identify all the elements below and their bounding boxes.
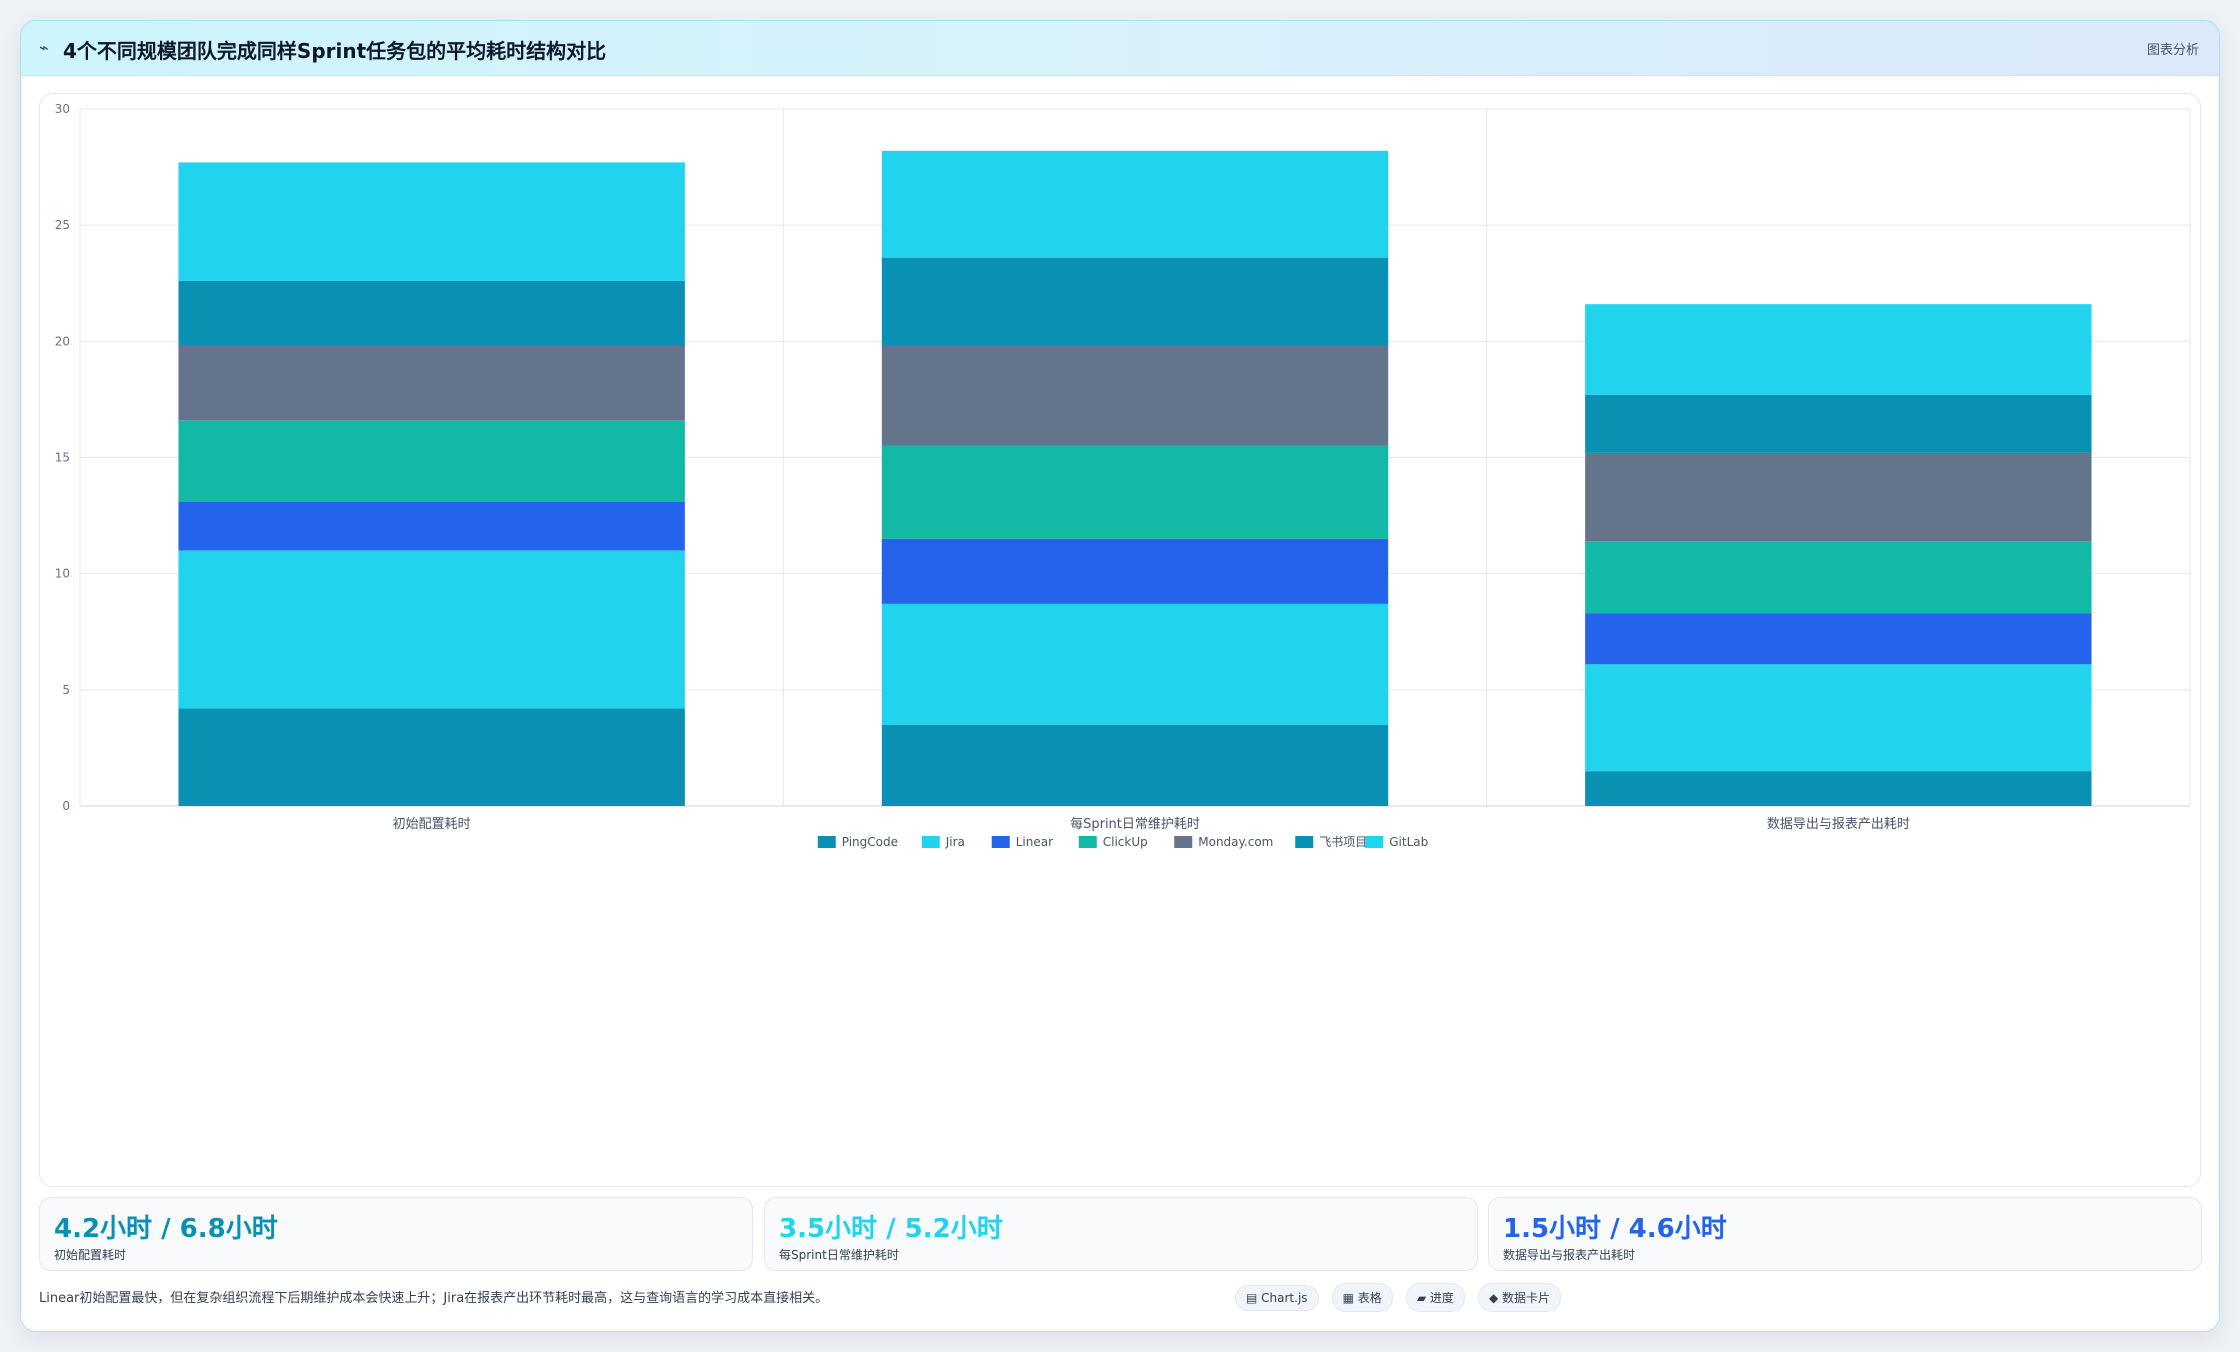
stat-value: 1.5小时 / 4.6小时	[1503, 1214, 1727, 1244]
stat-value: 3.5小时 / 5.2小时	[779, 1214, 1003, 1244]
bar-segment	[178, 420, 685, 502]
legend-swatch	[817, 836, 836, 848]
legend-label: Linear	[1016, 835, 1053, 849]
legend-label: 飞书项目	[1319, 835, 1367, 849]
chart-line-icon: ⌁	[39, 38, 49, 57]
bar-segment	[178, 550, 685, 709]
chip-chartjs[interactable]: ▤ Chart.js	[1235, 1285, 1319, 1311]
bar-segment	[178, 345, 685, 421]
y-tick-label: 0	[62, 799, 70, 813]
y-tick-label: 15	[55, 451, 70, 465]
stat-cards: 4.2小时 / 6.8小时 初始配置耗时 3.5小时 / 5.2小时 每Spri…	[39, 1197, 2202, 1271]
chart-area: 0 5 10 15 20 25 30 初始配置耗时 每Sprint日常维护耗时 数据导出与报表产出…	[39, 93, 2201, 1187]
stat-card-initial: 4.2小时 / 6.8小时 初始配置耗时	[39, 1197, 753, 1271]
bar-segment	[881, 257, 1389, 346]
legend-swatch	[1295, 836, 1314, 848]
card-header: ⌁ 4个不同规模团队完成同样Sprint任务包的平均耗时结构对比 图表分析	[21, 21, 2219, 76]
y-tick-label: 30	[55, 102, 70, 116]
stat-card-report: 1.5小时 / 4.6小时 数据导出与报表产出耗时	[1488, 1197, 2202, 1271]
chart-title: 4个不同规模团队完成同样Sprint任务包的平均耗时结构对比	[63, 39, 607, 63]
stat-value: 4.2小时 / 6.8小时	[54, 1214, 278, 1244]
legend-label: GitLab	[1389, 835, 1428, 849]
y-tick-label: 10	[55, 567, 70, 581]
analysis-tag: 图表分析	[2146, 43, 2199, 58]
bar-segment	[881, 345, 1389, 446]
legend-swatch	[991, 836, 1010, 848]
legend-label: Jira	[945, 835, 965, 849]
bar-segment	[881, 445, 1389, 539]
x-tick-label: 数据导出与报表产出耗时	[1767, 817, 1910, 832]
chip-table[interactable]: ▦ 表格	[1331, 1283, 1393, 1312]
legend-label: PingCode	[842, 835, 898, 849]
y-tick-label: 20	[55, 334, 70, 348]
x-tick-label: 每Sprint日常维护耗时	[1070, 816, 1200, 832]
bar-segment	[1585, 771, 2092, 806]
bar-segment	[1585, 452, 2092, 542]
bar-segment	[1585, 613, 2092, 665]
feature-chips: ▤ Chart.js ▦ 表格 ▰ 进度 ◆ 数据卡片	[1235, 1283, 1569, 1312]
y-tick-label: 25	[55, 218, 70, 232]
footer-note: Linear初始配置最快，但在复杂组织流程下后期维护成本会快速上升；Jira在报…	[39, 1291, 829, 1306]
chart-card: ⌁ 4个不同规模团队完成同样Sprint任务包的平均耗时结构对比 图表分析 0 5…	[20, 20, 2220, 1332]
stat-label: 每Sprint日常维护耗时	[779, 1248, 899, 1262]
bar-segment	[1585, 304, 2092, 395]
bar-segment	[881, 150, 1389, 258]
bar-segment	[881, 724, 1389, 806]
bar-segment	[178, 280, 685, 346]
legend-label: ClickUp	[1103, 835, 1148, 849]
stat-label: 数据导出与报表产出耗时	[1503, 1248, 1636, 1262]
legend-swatch	[1365, 836, 1384, 848]
chip-data-card[interactable]: ◆ 数据卡片	[1478, 1283, 1562, 1312]
x-tick-label: 初始配置耗时	[393, 817, 471, 832]
bar-segment	[1585, 541, 2092, 614]
bar-segment	[1585, 394, 2092, 453]
bar-segment	[1585, 664, 2092, 772]
y-tick-label: 5	[62, 683, 70, 697]
bar-segment	[178, 162, 685, 281]
legend-swatch	[1078, 836, 1097, 848]
legend-swatch	[1174, 836, 1193, 848]
bar-segment	[178, 708, 685, 806]
stat-card-maintenance: 3.5小时 / 5.2小时 每Sprint日常维护耗时	[764, 1197, 1478, 1271]
stacked-bar-chart: 0 5 10 15 20 25 30 初始配置耗时 每Sprint日常维护耗时 数据导出与报表产出…	[55, 102, 2191, 849]
legend-label: Monday.com	[1198, 835, 1273, 849]
legend-swatch	[921, 836, 940, 848]
stat-label: 初始配置耗时	[54, 1248, 127, 1262]
bar-segment	[881, 538, 1389, 604]
bar-segment	[881, 603, 1389, 725]
bar-segment	[178, 501, 685, 551]
chip-progress[interactable]: ▰ 进度	[1405, 1283, 1465, 1312]
